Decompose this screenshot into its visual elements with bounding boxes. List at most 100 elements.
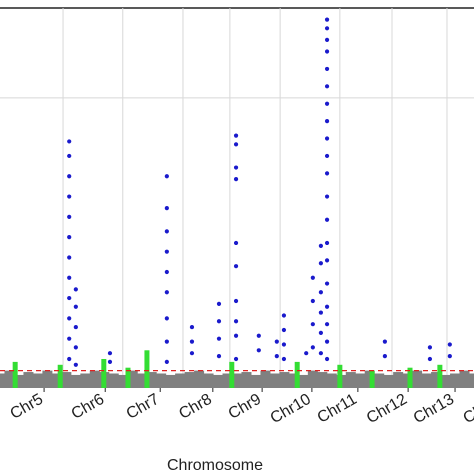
snp-point xyxy=(318,261,323,266)
snp-point xyxy=(310,322,315,327)
snp-point xyxy=(67,194,72,199)
snp-point xyxy=(281,342,287,347)
snp-point xyxy=(324,84,330,89)
density-bar xyxy=(203,373,214,388)
snp-point xyxy=(274,339,279,344)
density-bar xyxy=(184,372,195,388)
snp-point xyxy=(447,342,452,347)
density-bar xyxy=(222,373,233,388)
snp-point xyxy=(216,336,222,341)
density-bar xyxy=(355,373,366,388)
density-bar xyxy=(175,373,186,388)
snp-point xyxy=(324,101,330,106)
density-bar xyxy=(32,373,43,388)
density-bar xyxy=(250,374,261,388)
snp-point xyxy=(73,287,78,292)
density-bar xyxy=(118,374,129,388)
snp-point xyxy=(318,290,323,295)
snp-point xyxy=(274,353,279,359)
snp-point xyxy=(164,290,169,295)
snp-point xyxy=(233,333,239,338)
snp-point xyxy=(107,359,113,364)
density-bar xyxy=(4,370,15,388)
density-bar xyxy=(13,374,24,388)
snp-point xyxy=(318,243,323,248)
snp-point xyxy=(324,171,330,176)
density-bar xyxy=(108,373,119,388)
density-bar xyxy=(125,367,131,388)
snp-point xyxy=(189,339,195,344)
snp-point xyxy=(318,330,323,335)
density-bar xyxy=(194,370,205,388)
density-bar xyxy=(23,372,34,388)
density-bar xyxy=(127,370,138,388)
snp-point xyxy=(324,258,330,263)
snp-point xyxy=(281,313,287,318)
density-bar xyxy=(298,374,309,388)
snp-point xyxy=(324,49,330,54)
snp-point xyxy=(233,240,239,246)
density-bar xyxy=(393,372,404,388)
snp-point xyxy=(67,255,72,260)
snp-point xyxy=(324,26,330,31)
density-bar xyxy=(345,372,356,388)
snp-point xyxy=(216,319,222,324)
snp-point xyxy=(324,194,330,199)
snp-point xyxy=(233,356,239,362)
density-bar xyxy=(431,372,442,388)
snp-point xyxy=(67,316,72,321)
density-bar xyxy=(232,373,242,388)
snp-point xyxy=(324,339,330,344)
snp-point xyxy=(324,153,330,159)
x-tick-label: Chr5 xyxy=(8,391,47,423)
density-bar xyxy=(80,373,91,388)
snp-point xyxy=(164,249,169,254)
x-tick-label: Chr12 xyxy=(364,391,410,428)
density-bar xyxy=(101,358,107,388)
density-bar xyxy=(213,374,224,388)
density-bar xyxy=(61,372,72,388)
density-bar xyxy=(42,370,53,388)
snp-point xyxy=(281,327,287,333)
x-tick-label: Chr8 xyxy=(176,391,215,423)
density-bar xyxy=(57,364,63,388)
x-tick-label: Chr13 xyxy=(411,391,457,428)
density-bar xyxy=(279,372,290,388)
density-bar xyxy=(469,373,474,388)
snp-point xyxy=(67,174,72,179)
snp-point xyxy=(164,206,169,211)
density-bar xyxy=(421,373,432,388)
snp-point xyxy=(324,281,330,286)
snp-point xyxy=(256,348,261,353)
snp-point xyxy=(216,301,222,306)
snp-point xyxy=(324,322,330,327)
density-bar xyxy=(307,370,318,388)
snp-point xyxy=(233,264,239,269)
snp-point xyxy=(73,345,78,350)
density-bar xyxy=(294,361,300,388)
snp-point xyxy=(164,359,169,364)
snp-point xyxy=(67,214,72,219)
snp-point xyxy=(256,333,261,338)
density-bar xyxy=(260,370,271,388)
snp-point xyxy=(310,298,315,304)
snp-point xyxy=(382,353,387,359)
density-bar xyxy=(337,364,343,388)
snp-point xyxy=(310,275,315,280)
snp-point xyxy=(324,217,330,222)
snp-point xyxy=(67,153,72,159)
snp-point xyxy=(427,356,433,362)
snp-point xyxy=(324,66,330,72)
density-bar xyxy=(288,373,299,388)
snp-point xyxy=(427,345,433,350)
density-bar xyxy=(374,373,385,388)
snp-point xyxy=(233,165,239,170)
snp-point xyxy=(164,229,169,234)
snp-point xyxy=(73,304,78,309)
snp-point xyxy=(67,295,72,301)
density-bar xyxy=(450,373,461,388)
snp-point xyxy=(67,139,72,144)
snp-point xyxy=(189,324,195,330)
density-bar xyxy=(383,374,394,388)
